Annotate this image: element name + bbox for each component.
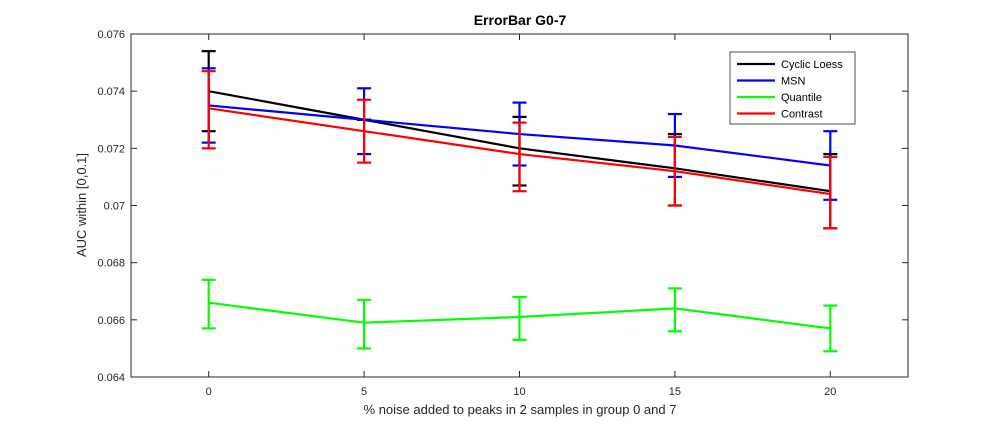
- y-tick-label: 0.07: [104, 201, 125, 213]
- y-axis: 0.064 0.066 0.068 0.07 0.072 0.074 0.076: [97, 29, 908, 384]
- y-tick-label: 0.072: [97, 143, 125, 155]
- legend-label-cyclic-loess: Cyclic Loess: [781, 59, 843, 71]
- series-quantile: [201, 278, 838, 353]
- legend: Cyclic Loess MSN Quantile Contrast: [729, 51, 856, 125]
- x-tick-label: 0: [206, 386, 212, 398]
- y-axis-label: AUC within [0,0.1]: [74, 153, 89, 257]
- y-tick-label: 0.064: [97, 372, 125, 384]
- x-tick-label: 10: [513, 386, 525, 398]
- series-contrast: [201, 70, 838, 230]
- x-tick-label: 5: [361, 386, 367, 398]
- x-tick-label: 20: [824, 386, 836, 398]
- y-tick-label: 0.076: [97, 29, 125, 41]
- y-tick-label: 0.074: [97, 86, 125, 98]
- legend-label-contrast: Contrast: [781, 109, 823, 121]
- x-axis-label: % noise added to peaks in 2 samples in g…: [364, 402, 677, 417]
- x-axis: 0 5 10 15 20: [206, 34, 836, 398]
- chart-title: ErrorBar G0-7: [474, 12, 567, 28]
- x-tick-label: 15: [669, 386, 681, 398]
- y-tick-label: 0.068: [97, 258, 125, 270]
- legend-label-quantile: Quantile: [781, 92, 822, 104]
- series-layer: [201, 50, 838, 353]
- y-tick-label: 0.066: [97, 315, 125, 327]
- legend-label-msn: MSN: [781, 76, 806, 88]
